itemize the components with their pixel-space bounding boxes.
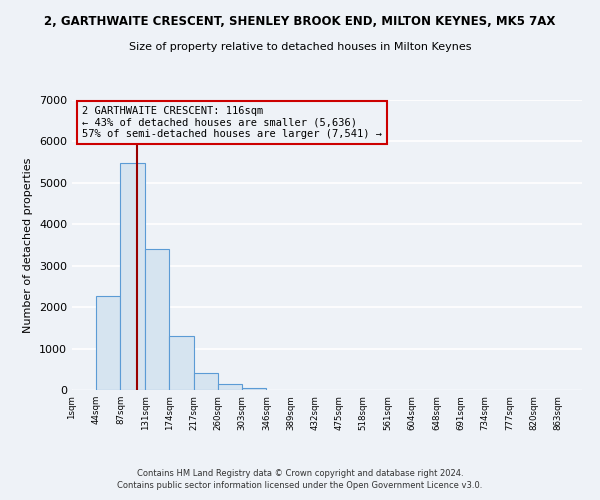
Y-axis label: Number of detached properties: Number of detached properties — [23, 158, 34, 332]
Bar — [218, 384, 242, 390]
Bar — [169, 336, 194, 390]
Bar — [194, 372, 218, 390]
Bar — [121, 164, 145, 390]
Text: 2, GARTHWAITE CRESCENT, SHENLEY BROOK END, MILTON KEYNES, MK5 7AX: 2, GARTHWAITE CRESCENT, SHENLEY BROOK EN… — [44, 15, 556, 28]
Text: 2 GARTHWAITE CRESCENT: 116sqm
← 43% of detached houses are smaller (5,636)
57% o: 2 GARTHWAITE CRESCENT: 116sqm ← 43% of d… — [82, 106, 382, 139]
Bar — [96, 296, 121, 390]
Text: Size of property relative to detached houses in Milton Keynes: Size of property relative to detached ho… — [129, 42, 471, 52]
Text: Contains public sector information licensed under the Open Government Licence v3: Contains public sector information licen… — [118, 481, 482, 490]
Text: Contains HM Land Registry data © Crown copyright and database right 2024.: Contains HM Land Registry data © Crown c… — [137, 468, 463, 477]
Bar — [242, 388, 266, 390]
Bar — [145, 249, 169, 390]
